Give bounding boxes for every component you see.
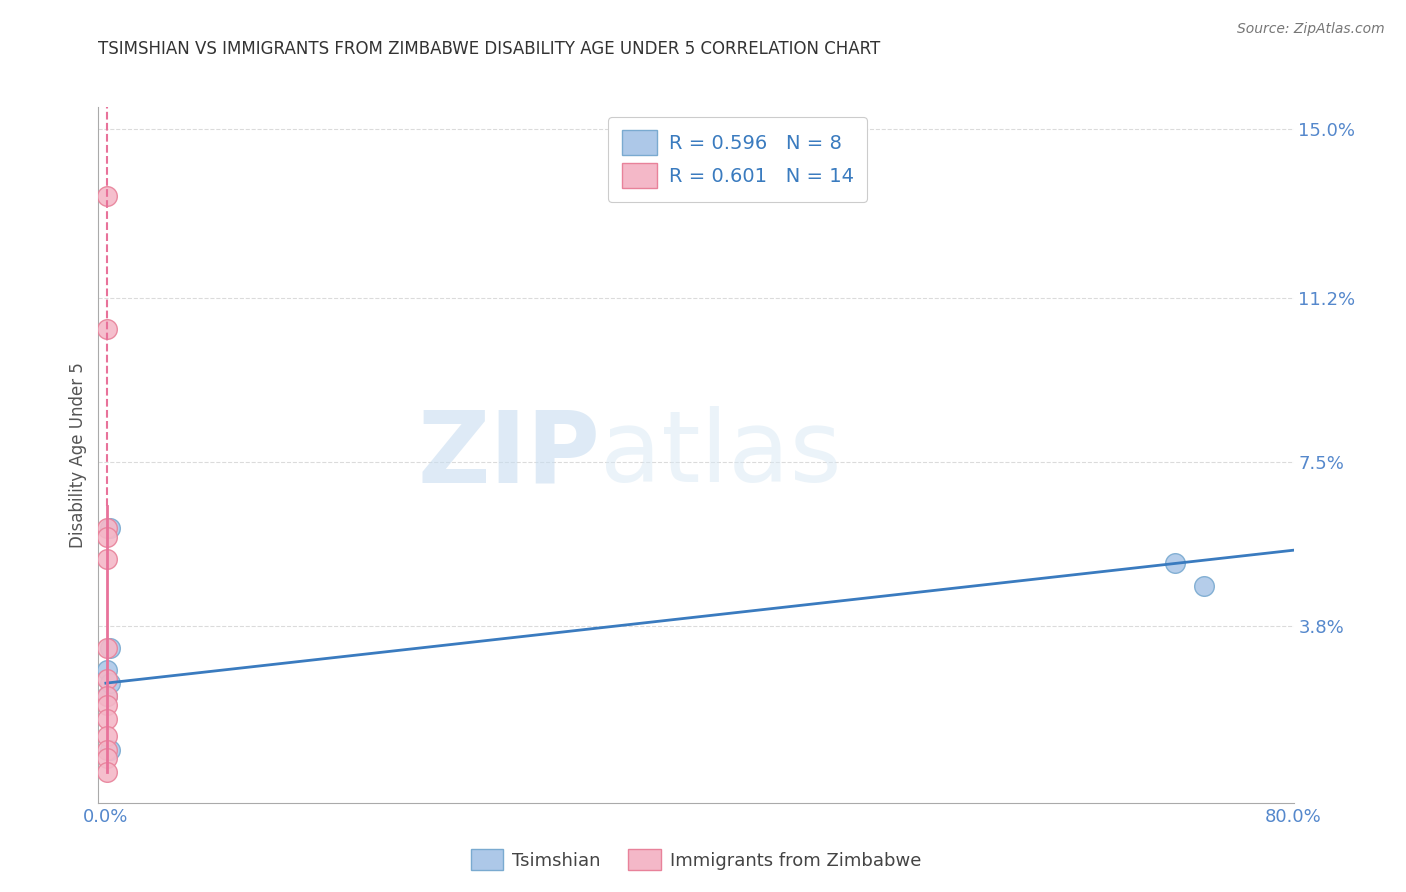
Text: atlas: atlas [600, 407, 842, 503]
Point [96, 742, 118, 756]
Text: TSIMSHIAN VS IMMIGRANTS FROM ZIMBABWE DISABILITY AGE UNDER 5 CORRELATION CHART: TSIMSHIAN VS IMMIGRANTS FROM ZIMBABWE DI… [98, 40, 880, 58]
Point [96, 640, 118, 655]
Point [1164, 557, 1187, 571]
Point [96, 690, 118, 704]
Point [96, 530, 118, 544]
Point [96, 712, 118, 726]
Text: ZIP: ZIP [418, 407, 600, 503]
Point [96, 663, 118, 677]
Text: Source: ZipAtlas.com: Source: ZipAtlas.com [1237, 22, 1385, 37]
Point [96, 672, 118, 686]
Point [96, 698, 118, 713]
Legend: Tsimshian, Immigrants from Zimbabwe: Tsimshian, Immigrants from Zimbabwe [464, 842, 928, 877]
Point [96, 521, 118, 535]
Point [96, 751, 118, 765]
Point [96, 729, 118, 743]
Point [1194, 579, 1216, 593]
Point [98, 676, 121, 690]
Point [98, 521, 121, 535]
Point [96, 188, 118, 202]
Y-axis label: Disability Age Under 5: Disability Age Under 5 [69, 362, 87, 548]
Point [96, 552, 118, 566]
Point [98, 640, 121, 655]
Point [96, 690, 118, 704]
Point [98, 742, 121, 756]
Point [96, 764, 118, 779]
Point [96, 321, 118, 335]
